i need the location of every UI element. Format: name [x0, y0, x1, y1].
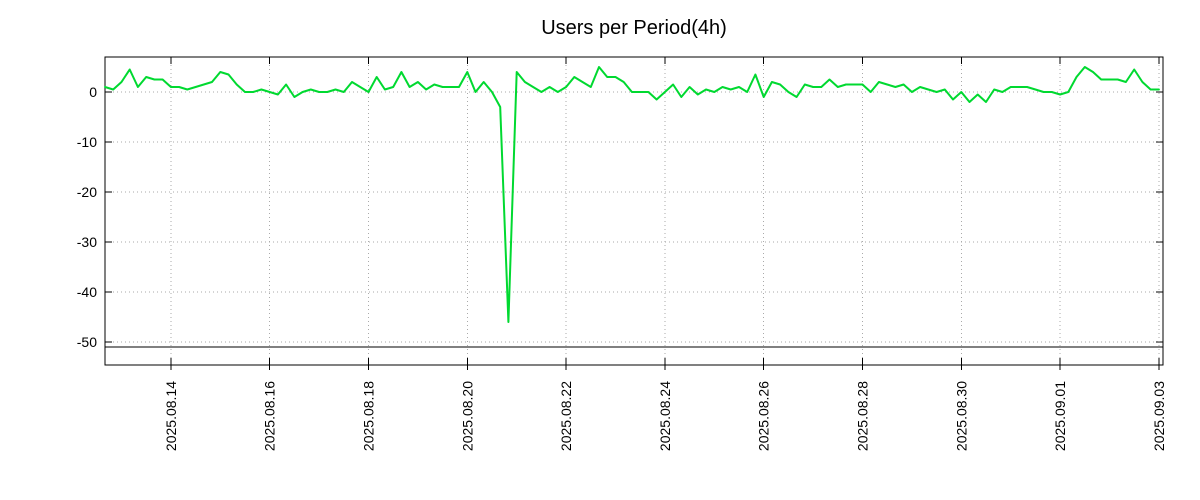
x-tick-label: 2025.08.18 [360, 381, 376, 451]
x-tick-label: 2025.08.28 [854, 381, 870, 451]
x-tick-label: 2025.09.01 [1052, 381, 1068, 451]
x-tick-label: 2025.08.24 [657, 381, 673, 451]
chart-title: Users per Period(4h) [541, 17, 727, 39]
y-tick-label: -50 [77, 334, 97, 350]
plot-border [104, 56, 1164, 366]
x-tick-label: 2025.08.14 [163, 381, 179, 451]
users-series-line [104, 66, 1160, 323]
x-tick-label: 2025.08.16 [262, 381, 278, 451]
y-tick-label: -30 [77, 234, 97, 250]
y-tick-label: -20 [77, 184, 97, 200]
y-tick-label: -10 [77, 134, 97, 150]
plot-area: 0 -10 -20 -30 -40 -50 2025.08.14 2025.08.16 2025… [77, 56, 1167, 451]
x-tick-label: 2025.08.30 [953, 381, 969, 451]
x-tick-label: 2025.08.26 [756, 381, 772, 451]
x-tick-label: 2025.08.22 [558, 381, 574, 451]
x-tick-label: 2025.08.20 [459, 381, 475, 451]
y-tick-label: -40 [77, 284, 97, 300]
y-tick-label: 0 [89, 84, 97, 100]
x-tick-label: 2025.09.03 [1151, 381, 1167, 451]
